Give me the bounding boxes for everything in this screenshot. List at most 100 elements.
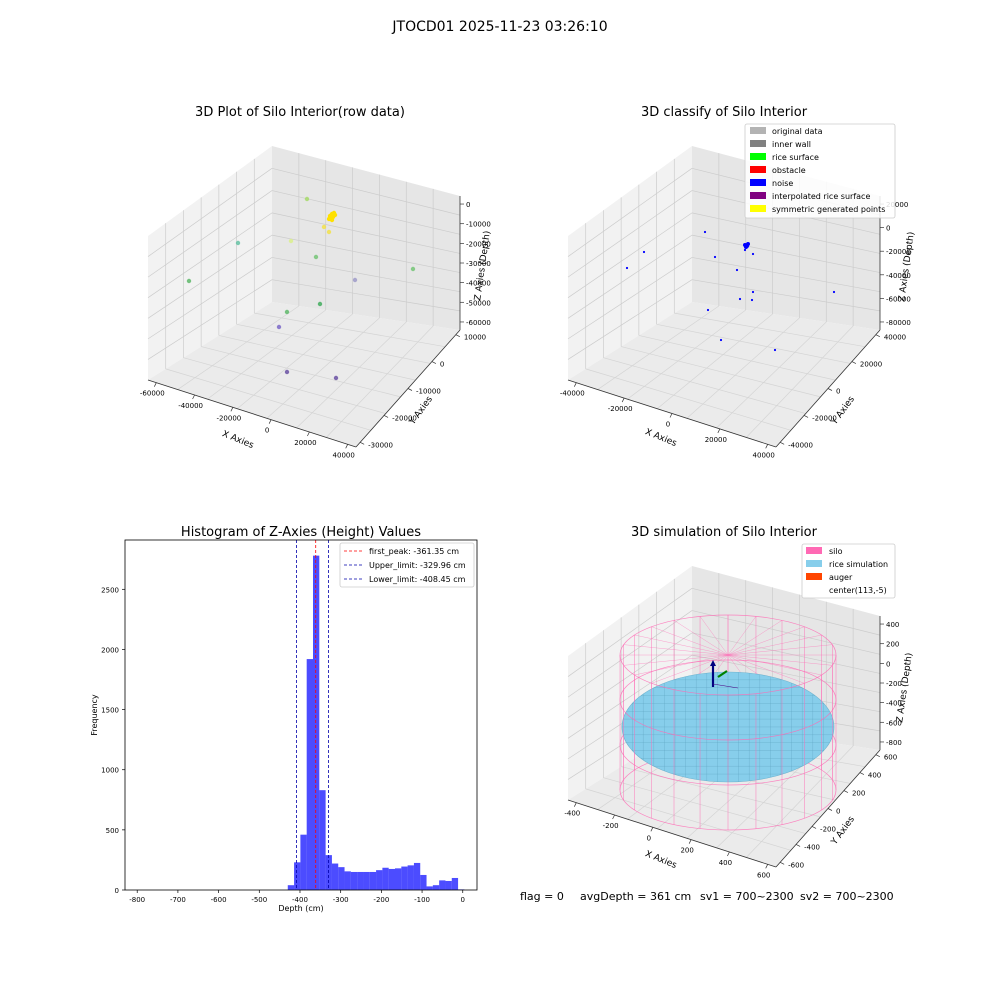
silo-top-spoke: [651, 626, 729, 656]
y-tick-label: -40000: [788, 441, 813, 449]
legend-label: Lower_limit: -408.45 cm: [369, 575, 466, 584]
x-tick-label: 0: [647, 834, 651, 842]
y-tick-mark: [803, 415, 809, 418]
grid-line: [691, 610, 881, 655]
grid-line: [266, 317, 380, 419]
grid-line: [201, 346, 401, 398]
depth-histogram: Histogram of Z-Axies (Height) Values -80…: [90, 525, 478, 913]
noise-point: [713, 255, 717, 259]
histogram-bar: [294, 862, 301, 890]
legend-swatch: [806, 547, 822, 554]
y-tick-label: 600: [884, 754, 897, 762]
x-tick-mark: [192, 394, 195, 400]
z-tick-label: -30000: [466, 260, 491, 268]
simulation-plot-x-ticks: -400 -200 0 200 400 600: [564, 802, 770, 879]
simulation-plot-x-label: X Axies: [643, 849, 678, 871]
silo-top-spoke: [727, 654, 805, 684]
x-tick-label: -400: [292, 896, 308, 904]
z-tick-label: -50000: [466, 299, 491, 307]
y-tick-label: 200: [852, 790, 865, 798]
x-tick-label: -100: [414, 896, 430, 904]
histogram-bar: [369, 871, 377, 890]
histogram-bar: [451, 877, 459, 890]
y-tick-label: 1000: [101, 767, 119, 775]
histogram-x-label: Depth (cm): [278, 904, 323, 913]
z-tick-label: 0: [886, 225, 890, 233]
grid-line: [326, 325, 434, 438]
x-tick-label: 400: [719, 859, 732, 867]
x-tick-label: -200: [603, 822, 619, 830]
grid-line: [567, 257, 693, 340]
grid-line: [207, 309, 326, 400]
grid-line: [621, 346, 821, 398]
y-tick-label: -10000: [416, 388, 441, 396]
grid-line: [177, 305, 300, 390]
silo-top-spoke: [673, 620, 729, 656]
simulation-plot-z-ticks: -800 -600 -400 -200 0 200 400: [880, 621, 902, 747]
raw-data-point: [235, 240, 241, 246]
silo-top-spoke: [623, 654, 729, 666]
silo-top-spoke: [727, 644, 833, 656]
grid-line: [567, 654, 693, 739]
silo-top-spoke: [727, 626, 805, 656]
grid-line: [603, 777, 806, 834]
x-tick-label: -200: [373, 896, 389, 904]
legend-swatch: [750, 153, 766, 160]
sv2-text: sv2 = 700~2300: [800, 890, 894, 903]
raw-data-point: [332, 212, 338, 218]
y-tick-label: 1500: [101, 707, 119, 715]
raw-data-point: [276, 324, 282, 330]
grid-line: [674, 312, 866, 348]
x-tick-mark: [345, 444, 348, 449]
histogram-bar: [363, 871, 370, 890]
histogram-bar: [420, 874, 427, 890]
silo-top-spoke: [634, 634, 729, 656]
raw-plot-axes-box: [147, 146, 461, 448]
x-tick-mark: [688, 839, 692, 844]
grid-line: [567, 168, 693, 257]
legend-label: silo: [829, 547, 843, 556]
x-tick-mark: [669, 413, 673, 418]
silo-top-spoke: [727, 634, 822, 656]
y-tick-mark: [780, 862, 785, 865]
histogram-bar: [432, 885, 440, 890]
right-back-pane: [272, 146, 460, 330]
histogram-bar: [357, 871, 364, 890]
histogram-bar: [445, 880, 452, 890]
grid-line: [567, 212, 693, 299]
grid-line: [271, 234, 461, 273]
grid-line: [621, 766, 821, 818]
status-footer: flag = 0 avgDepth = 361 cm sv1 = 700~230…: [520, 890, 894, 903]
grid-line: [218, 335, 416, 381]
legend-label: inner wall: [772, 140, 811, 149]
histogram-y-label: Frequency: [90, 694, 99, 736]
noise-point: [703, 230, 707, 234]
simulation-plot-legend: silo rice simulation auger center(113,-5): [801, 543, 896, 599]
raw-plot-x-ticks: -60000 -40000 -20000 0 20000 40000: [140, 382, 355, 459]
silo-top-spoke: [727, 654, 822, 676]
x-tick-label: -800: [129, 896, 145, 904]
classify-plot-points: [625, 230, 836, 352]
auger-arrow-head: [710, 660, 716, 666]
x-tick-mark: [574, 802, 577, 807]
grid-line: [691, 212, 881, 254]
noise-point: [719, 338, 723, 342]
noise-point: [751, 252, 755, 256]
legend-label: first_peak: -361.35 cm: [369, 547, 459, 556]
raw-data-point: [284, 309, 290, 315]
legend-label: center(113,-5): [829, 586, 887, 595]
grid-line: [567, 610, 693, 698]
x-tick-label: 20000: [705, 436, 727, 444]
grid-line: [627, 309, 746, 400]
legend-label: rice simulation: [829, 560, 888, 569]
classify-plot-y-ticks: -40000 -20000 0 20000 40000: [780, 334, 906, 449]
x-tick-label: -40000: [560, 390, 585, 398]
silo-top-spoke: [727, 654, 833, 666]
classify-plot-x-label: X Axies: [643, 427, 678, 449]
y-tick-mark: [859, 772, 865, 775]
histogram-bar: [331, 863, 339, 890]
x-tick-mark: [230, 407, 234, 412]
raw-data-point: [186, 278, 192, 284]
x-tick-label: 600: [757, 871, 770, 879]
y-tick-mark: [843, 790, 849, 793]
